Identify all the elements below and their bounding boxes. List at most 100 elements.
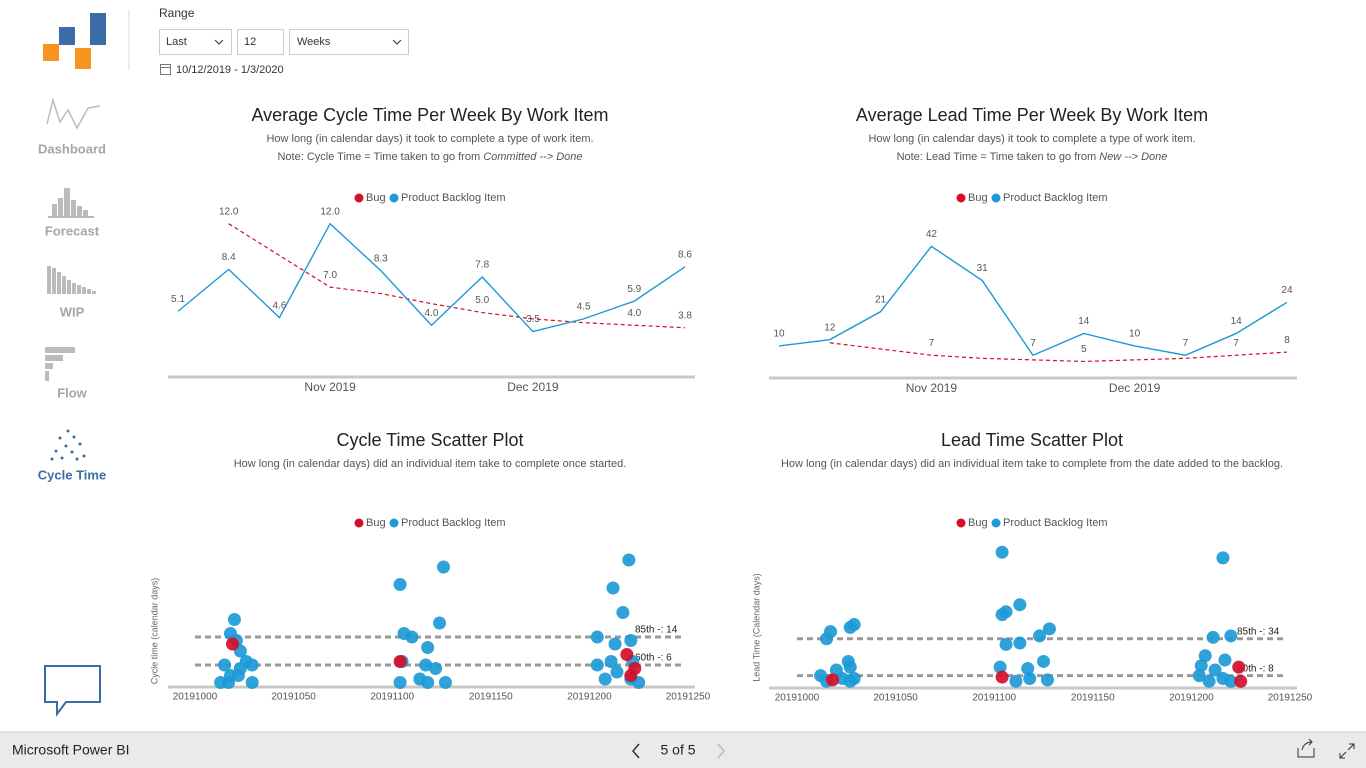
point [843,674,857,688]
count-input[interactable] [237,29,284,55]
date-range: 10/12/2019 - 1/3/2020 [176,64,284,76]
x-tick-label: 20191200 [1169,693,1214,704]
count-value: 12 [244,36,256,48]
chart-note: Note: Lead Time = Time taken to go from … [897,151,1168,163]
point [590,630,604,644]
chart-subtitle: How long (in calendar days) it took to c… [266,133,593,145]
point [606,581,620,595]
data-label: 5.9 [627,284,641,295]
x-tick-label: 20191200 [567,692,612,703]
point [610,665,624,679]
data-label: 7 [1030,338,1036,349]
nav-icons [45,97,101,381]
data-label: 24 [1281,285,1293,296]
series-line [177,222,686,333]
point [1009,674,1023,688]
legend-label: Bug [366,517,386,529]
point [1224,629,1238,643]
point [1042,622,1056,636]
data-label: 7.0 [323,270,337,281]
y-axis-label: Lead Time (Calendar days) [751,573,761,682]
nav-item[interactable]: WIP [60,304,85,319]
note-emphasis: New --> Done [1099,151,1167,163]
reference-label: 85th -: 34 [1237,626,1280,637]
note-text: Note: Lead Time = Time taken to go from [897,151,1100,163]
data-label: 8 [1284,335,1290,346]
legend-marker [354,193,364,203]
point [421,676,435,689]
point [393,676,407,689]
chart-subtitle: How long (in calendar days) did an indiv… [781,458,1283,470]
point [231,669,245,682]
legend-label: Product Backlog Item [401,192,506,204]
point [1234,674,1248,688]
data-label: 4.0 [627,308,641,319]
data-label: 14 [1078,316,1090,327]
note-emphasis: Committed --> Done [483,151,582,163]
legend-label: Bug [968,192,988,204]
point [995,670,1009,684]
data-label: 42 [926,229,938,240]
share-button[interactable] [1297,738,1315,758]
point [1202,674,1216,688]
data-label: 7 [1183,338,1189,349]
legend-marker [956,193,966,203]
x-tick-label: 20191050 [271,692,316,703]
data-label: 8.4 [222,252,236,263]
legend-label: Bug [968,517,988,529]
chart-title: Average Lead Time Per Week By Work Item [856,105,1208,125]
chevron [392,39,402,45]
prev-page[interactable] [632,743,640,759]
point [1013,598,1027,612]
point [429,662,443,675]
point [620,648,634,661]
reference-label: 60th -: 6 [635,653,672,664]
legend-marker [991,193,1001,203]
mode-dropdown[interactable] [159,29,232,55]
legend-marker [354,518,364,528]
y-axis-label: Cycle time (calendar days) [149,578,159,685]
unit-dropdown[interactable] [289,29,409,55]
point [1208,663,1222,677]
nav-item[interactable]: Dashboard [38,141,106,156]
data-label: 10 [773,329,785,340]
legend-label: Bug [366,192,386,204]
data-label: 3.5 [526,314,540,325]
data-label: 7.8 [475,260,489,271]
series-line [228,223,686,329]
data-label: 12.0 [320,206,340,217]
data-label: 4.0 [425,308,439,319]
point [843,620,857,634]
nav-item[interactable]: Cycle Time [38,467,106,482]
point [590,658,604,672]
comment-button[interactable] [44,665,101,717]
point [436,560,450,574]
point [1216,671,1230,685]
data-label: 12.0 [219,206,239,217]
x-tick-label: 20191100 [972,693,1016,704]
data-label: 5 [1081,344,1087,355]
point [433,616,447,630]
data-label: 7 [1233,338,1239,349]
x-tick-label: 20191250 [666,692,711,703]
cycle-time-icon [50,429,86,461]
chart-title: Lead Time Scatter Plot [941,430,1123,450]
point [1198,649,1212,663]
calendar-icon [160,64,171,75]
data-label: 14 [1231,316,1243,327]
x-tick-label: Nov 2019 [906,381,958,395]
point [1033,629,1047,643]
point [419,658,433,672]
next-page[interactable] [717,743,725,759]
x-tick-label: 20191050 [873,693,918,704]
nav-item[interactable]: Flow [57,385,87,400]
nav-item[interactable]: Forecast [45,223,100,238]
legend-marker [956,518,966,528]
x-tick-label: 20191000 [775,693,820,704]
legend-marker [389,518,399,528]
point [608,637,622,651]
exit-fullscreen[interactable] [1339,743,1355,759]
data-label: 5.0 [475,295,489,306]
legend-label: Product Backlog Item [1003,192,1108,204]
data-label: 21 [875,294,887,305]
